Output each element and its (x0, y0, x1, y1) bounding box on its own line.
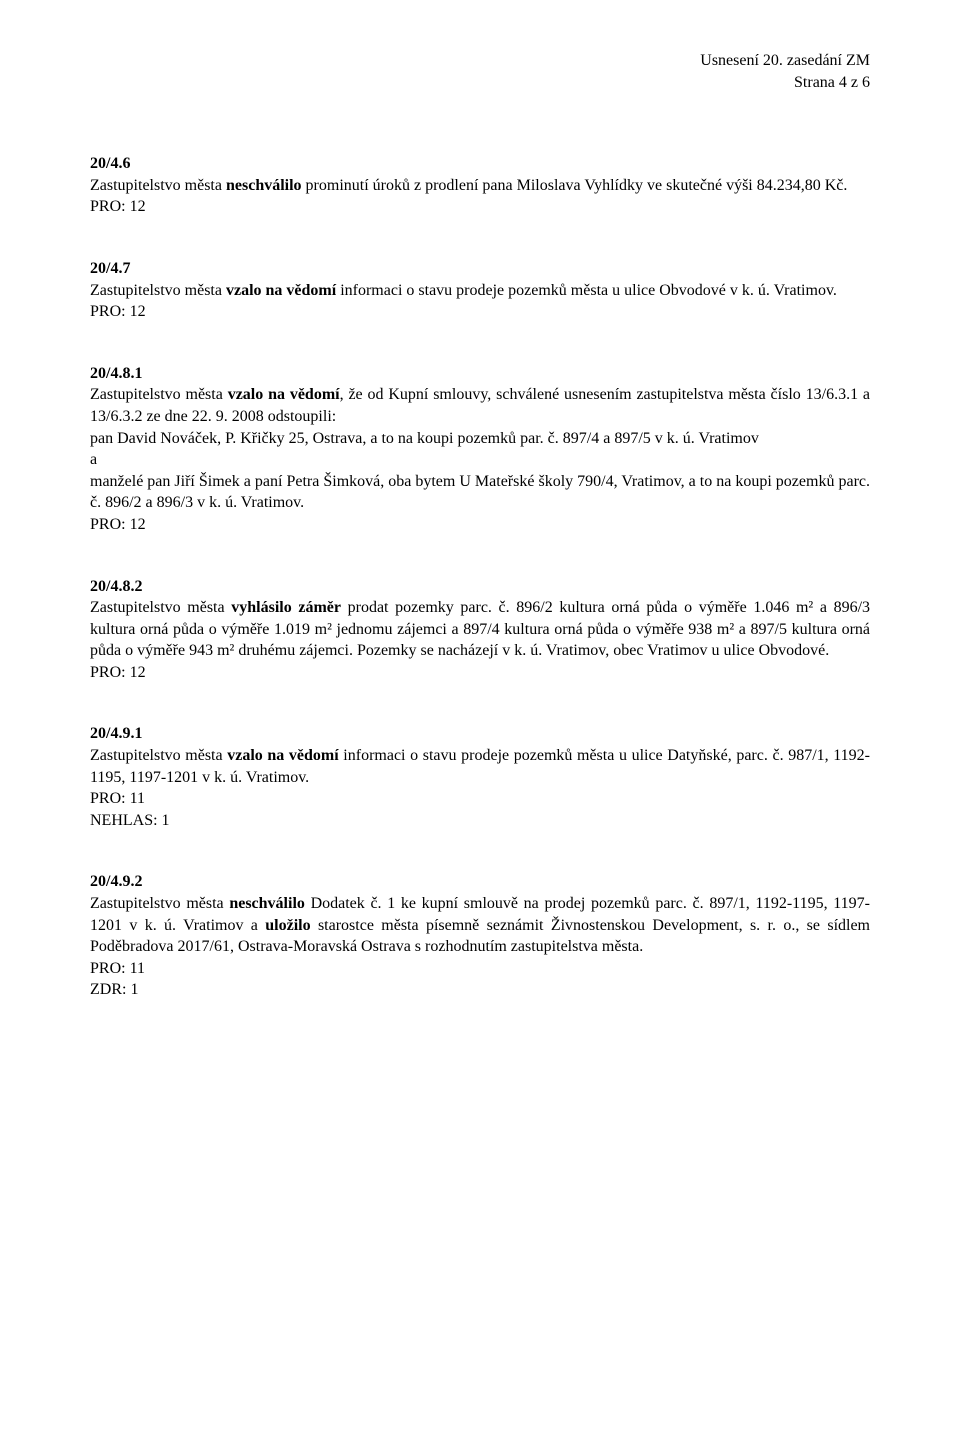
body-post: informaci o stavu prodeje pozemků města … (336, 282, 837, 299)
section-id: 20/4.9.2 (90, 871, 870, 893)
vote-pro: PRO: 11 (90, 788, 870, 810)
section-id: 20/4.7 (90, 258, 870, 280)
body-pre: Zastupitelstvo města (90, 599, 231, 616)
section-id: 20/4.6 (90, 153, 870, 175)
section-body: Zastupitelstvo města vyhlásilo záměr pro… (90, 597, 870, 662)
body-pre: Zastupitelstvo města (90, 386, 228, 403)
vote-nehlas: NEHLAS: 1 (90, 810, 870, 832)
body-bold: vzalo na vědomí (227, 747, 338, 764)
resolution-section: 20/4.8.1 Zastupitelstvo města vzalo na v… (90, 363, 870, 536)
body-pre: Zastupitelstvo města (90, 282, 226, 299)
section-id: 20/4.8.2 (90, 576, 870, 598)
resolution-section: 20/4.7 Zastupitelstvo města vzalo na věd… (90, 258, 870, 323)
section-body: Zastupitelstvo města neschválilo Dodatek… (90, 893, 870, 958)
vote-pro: PRO: 12 (90, 301, 870, 323)
section-id: 20/4.8.1 (90, 363, 870, 385)
body-bold2: uložilo (265, 917, 310, 934)
vote-pro: PRO: 11 (90, 958, 870, 980)
resolution-section: 20/4.9.2 Zastupitelstvo města neschválil… (90, 871, 870, 1001)
section-body: Zastupitelstvo města vzalo na vědomí, že… (90, 384, 870, 427)
vote-pro: PRO: 12 (90, 196, 870, 218)
body-pre: Zastupitelstvo města (90, 747, 227, 764)
body-bold: vzalo na vědomí (226, 282, 336, 299)
body-pre: Zastupitelstvo města (90, 177, 226, 194)
extra-line: pan David Nováček, P. Křičky 25, Ostrava… (90, 428, 870, 450)
resolution-section: 20/4.8.2 Zastupitelstvo města vyhlásilo … (90, 576, 870, 684)
extra-line: a (90, 449, 870, 471)
section-body: Zastupitelstvo města vzalo na vědomí inf… (90, 280, 870, 302)
header-line1: Usnesení 20. zasedání ZM (90, 50, 870, 72)
body-pre: Zastupitelstvo města (90, 895, 229, 912)
section-body: Zastupitelstvo města vzalo na vědomí inf… (90, 745, 870, 788)
vote-pro: PRO: 12 (90, 514, 870, 536)
extra-line: manželé pan Jiří Šimek a paní Petra Šimk… (90, 471, 870, 514)
body-post: prominutí úroků z prodlení pana Miloslav… (302, 177, 848, 194)
page-header: Usnesení 20. zasedání ZM Strana 4 z 6 (90, 50, 870, 93)
section-id: 20/4.9.1 (90, 723, 870, 745)
vote-zdr: ZDR: 1 (90, 979, 870, 1001)
resolution-section: 20/4.6 Zastupitelstvo města neschválilo … (90, 153, 870, 218)
resolution-section: 20/4.9.1 Zastupitelstvo města vzalo na v… (90, 723, 870, 831)
body-bold: vzalo na vědomí (228, 386, 340, 403)
body-bold: vyhlásilo záměr (231, 599, 341, 616)
header-line2: Strana 4 z 6 (90, 72, 870, 94)
section-body: Zastupitelstvo města neschválilo prominu… (90, 175, 870, 197)
body-bold: neschválilo (226, 177, 302, 194)
body-bold: neschválilo (229, 895, 305, 912)
vote-pro: PRO: 12 (90, 662, 870, 684)
